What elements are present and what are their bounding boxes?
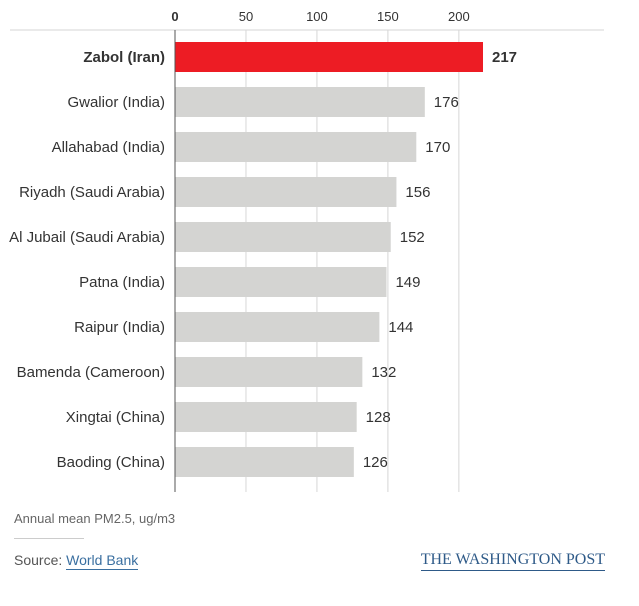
category-label: Gwalior (India) [67, 94, 165, 111]
category-label: Patna (India) [79, 274, 165, 291]
category-label: Raipur (India) [74, 319, 165, 336]
bar [175, 222, 391, 252]
data-label: 126 [363, 454, 388, 471]
bar [175, 312, 379, 342]
category-label: Baoding (China) [57, 454, 165, 471]
x-tick-label: 100 [306, 9, 328, 24]
note-divider [14, 538, 84, 539]
category-label: Zabol (Iran) [83, 49, 165, 66]
data-label: 156 [405, 184, 430, 201]
category-label: Allahabad (India) [52, 139, 165, 156]
bars: Zabol (Iran) 217 Gwalior (India) 176 Allahab… [9, 42, 517, 477]
x-axis-label: Annual mean PM2.5, ug/m3 [14, 511, 175, 526]
category-label: Bamenda (Cameroon) [17, 364, 165, 381]
bar [175, 87, 425, 117]
x-tick-label: 200 [448, 9, 470, 24]
source-prefix: Source: [14, 552, 62, 568]
category-label: Al Jubail (Saudi Arabia) [9, 229, 165, 246]
category-label: Riyadh (Saudi Arabia) [19, 184, 165, 201]
bar [175, 267, 386, 297]
bar [175, 177, 396, 207]
data-label: 149 [395, 274, 420, 291]
data-label: 152 [400, 229, 425, 246]
source-link[interactable]: World Bank [66, 552, 138, 570]
x-tick-label: 0 [171, 9, 178, 24]
data-label: 128 [366, 409, 391, 426]
data-label: 132 [371, 364, 396, 381]
category-label: Xingtai (China) [66, 409, 165, 426]
bar-chart: 0 50 100 150 200 Zabol (Iran) 217 Gwalior (Ind… [0, 0, 639, 500]
bar [175, 402, 357, 432]
data-label: 170 [425, 139, 450, 156]
x-tick-label: 50 [239, 9, 253, 24]
x-axis-ticks: 0 50 100 150 200 [171, 9, 469, 24]
bar [175, 42, 483, 72]
bar [175, 132, 416, 162]
source-line: Source: World Bank [14, 552, 138, 568]
x-tick-label: 150 [377, 9, 399, 24]
data-label: 176 [434, 94, 459, 111]
bar [175, 447, 354, 477]
data-label: 217 [492, 49, 517, 66]
data-label: 144 [388, 319, 413, 336]
bar [175, 357, 362, 387]
brand-logo[interactable]: THE WASHINGTON POST [421, 551, 605, 571]
